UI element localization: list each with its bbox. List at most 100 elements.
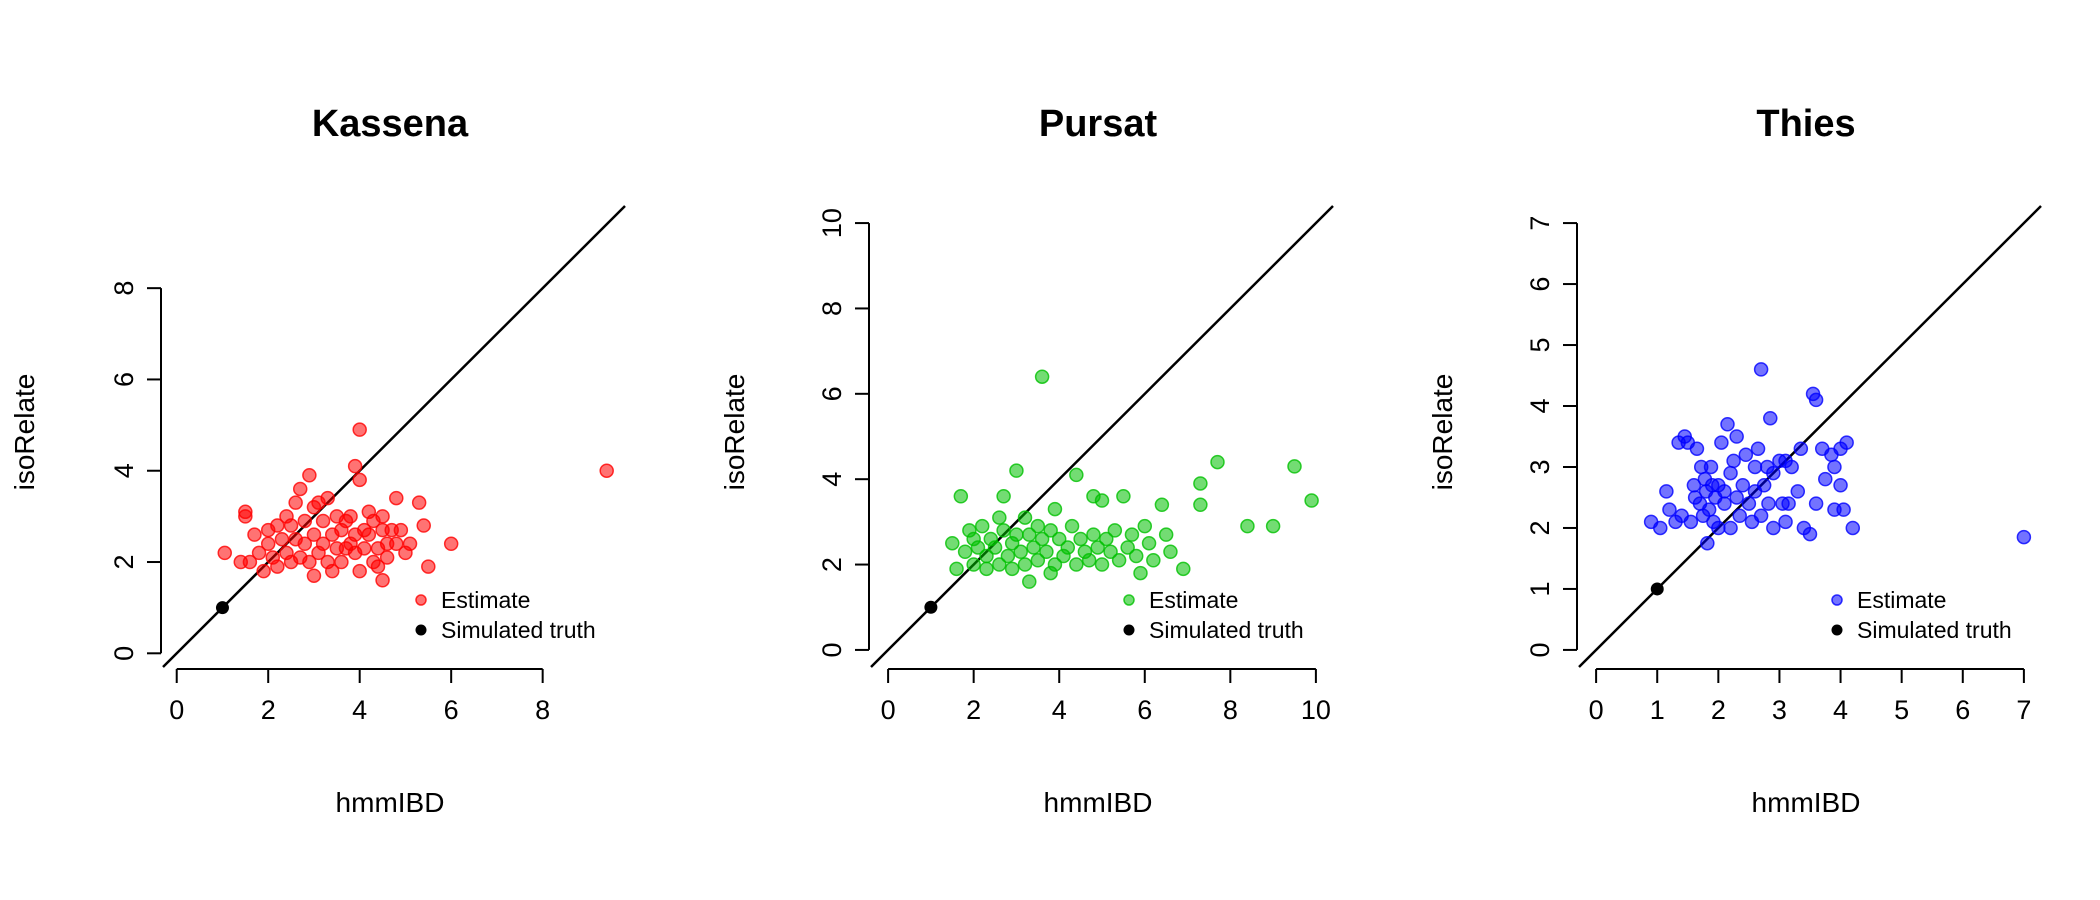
x-tick-label: 6	[1955, 695, 1970, 725]
estimate-point	[1081, 553, 1097, 568]
estimate-point	[238, 509, 253, 524]
estimate-point	[1726, 453, 1741, 469]
truth-point	[924, 600, 938, 614]
legend-truth-marker	[1123, 624, 1135, 636]
y-tick-label: 4	[817, 472, 847, 487]
estimate-point	[1827, 459, 1842, 475]
estimate-point	[402, 536, 418, 552]
estimate-point	[297, 513, 313, 529]
estimate-point	[1781, 496, 1796, 511]
estimate-point	[217, 545, 233, 561]
estimate-point	[1761, 496, 1776, 511]
estimate-point	[1747, 459, 1763, 475]
estimate-point	[302, 554, 317, 570]
estimate-point	[256, 563, 271, 579]
estimate-point	[1004, 561, 1020, 577]
estimate-point	[1154, 497, 1170, 513]
estimate-point	[1802, 526, 1818, 542]
y-tick-label: 5	[1525, 338, 1555, 353]
estimate-point	[260, 536, 276, 552]
estimate-point	[1753, 508, 1769, 524]
estimate-point	[1017, 557, 1033, 572]
estimate-point	[1086, 527, 1101, 542]
estimate-point	[343, 509, 358, 524]
estimate-point	[1043, 523, 1058, 538]
estimate-point	[1717, 484, 1732, 499]
estimate-point	[1753, 362, 1769, 377]
legend-truth-label: Simulated truth	[1149, 617, 1304, 643]
legend-estimate-label: Estimate	[441, 587, 530, 613]
estimate-point	[1009, 527, 1024, 542]
estimate-point	[315, 513, 331, 529]
estimate-point	[347, 458, 363, 474]
y-axis-label: isoRelate	[9, 374, 40, 491]
estimate-point	[953, 489, 969, 504]
estimate-point	[1287, 459, 1302, 474]
estimate-point	[1653, 520, 1668, 536]
estimate-point	[297, 536, 313, 552]
panel-pursat: Pursat hmmIBD isoRelate Estimate Simulat…	[719, 103, 1334, 818]
y-tick-label: 0	[1525, 642, 1555, 657]
estimate-point	[292, 481, 308, 497]
y-tick-label: 7	[1525, 216, 1555, 231]
estimate-point	[1030, 518, 1046, 534]
estimate-point	[302, 468, 317, 483]
estimate-point	[1766, 520, 1781, 536]
identity-line	[870, 205, 1334, 668]
y-tick-label: 4	[109, 463, 139, 478]
x-tick-label: 8	[1223, 695, 1238, 725]
estimate-point	[992, 510, 1007, 525]
estimate-point	[599, 463, 614, 478]
estimate-point	[1064, 518, 1080, 534]
estimate-point	[1069, 557, 1084, 572]
estimate-point	[1133, 565, 1148, 581]
estimate-point	[1193, 476, 1208, 491]
estimate-point	[1729, 429, 1744, 444]
legend-truth-label: Simulated truth	[441, 617, 596, 643]
x-axis-label: hmmIBD	[336, 787, 445, 818]
x-tick-label: 4	[1052, 695, 1067, 725]
estimate-point	[1116, 489, 1131, 504]
estimate-point	[1051, 531, 1067, 547]
estimate-point	[315, 536, 331, 552]
estimate-point	[242, 554, 258, 570]
estimate-point	[352, 422, 367, 437]
estimate-point	[1047, 557, 1063, 572]
estimate-point	[996, 523, 1011, 538]
estimate-point	[393, 522, 409, 538]
x-tick-label: 0	[169, 695, 184, 725]
estimate-point	[1060, 540, 1076, 555]
estimate-point	[1738, 447, 1754, 463]
estimate-point	[416, 518, 431, 533]
estimate-point	[1128, 548, 1144, 564]
estimate-point	[283, 518, 299, 533]
panel-kassena: Kassena hmmIBD isoRelate Estimate Simula…	[9, 103, 626, 818]
estimate-point	[1030, 553, 1046, 568]
estimate-point	[1107, 523, 1123, 538]
estimate-point	[1240, 518, 1255, 534]
estimate-point	[352, 563, 367, 579]
estimate-point	[1741, 496, 1757, 511]
estimate-point	[1022, 527, 1037, 542]
estimate-point	[1120, 540, 1135, 555]
estimate-point	[320, 490, 335, 506]
x-tick-label: 0	[1589, 695, 1604, 725]
estimate-point	[974, 518, 990, 534]
estimate-point	[966, 557, 981, 572]
estimate-point	[949, 561, 964, 577]
legend-estimate-label: Estimate	[1857, 587, 1946, 613]
estimate-point	[1069, 467, 1084, 483]
estimate-point	[352, 472, 367, 488]
panel-title: Thies	[1756, 103, 1855, 145]
panel-title: Pursat	[1039, 103, 1158, 145]
estimate-point	[1013, 544, 1028, 559]
estimate-point	[270, 559, 285, 574]
estimate-point	[1073, 531, 1088, 547]
estimate-point	[1022, 574, 1037, 589]
estimate-point	[375, 573, 390, 588]
estimate-point	[1845, 520, 1861, 536]
legend-estimate-label: Estimate	[1149, 587, 1238, 613]
estimate-point	[1833, 478, 1848, 493]
x-tick-label: 0	[881, 695, 896, 725]
estimate-point	[1146, 553, 1161, 568]
